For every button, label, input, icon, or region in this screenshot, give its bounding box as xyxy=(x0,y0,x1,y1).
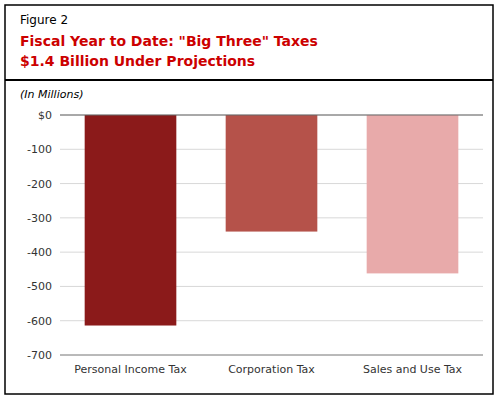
x-axis-line xyxy=(60,355,483,356)
bar xyxy=(85,115,177,326)
zero-line xyxy=(60,115,483,116)
y-tick-label: -600 xyxy=(27,315,52,328)
figure-label: Figure 2 xyxy=(20,13,68,27)
y-tick-label: -300 xyxy=(27,212,52,225)
grid-line xyxy=(60,115,483,116)
y-axis-label: (In Millions) xyxy=(20,88,83,101)
y-tick-label: -400 xyxy=(27,246,52,259)
separator xyxy=(5,79,493,81)
border xyxy=(5,5,493,394)
bars xyxy=(85,115,459,326)
chart: Figure 2 Fiscal Year to Date: "Big Three"… xyxy=(0,0,498,399)
x-tick-label: Personal Income Tax xyxy=(74,363,187,376)
bar xyxy=(226,115,318,232)
subtitle: $1.4 Billion Under Projections xyxy=(20,53,255,69)
title: Fiscal Year to Date: "Big Three" Taxes xyxy=(20,33,318,49)
y-tick-label: $0 xyxy=(38,109,52,122)
grid xyxy=(60,115,483,355)
bar xyxy=(367,115,459,273)
y-tick-label: -100 xyxy=(27,143,52,156)
y-tick-label: -200 xyxy=(27,178,52,191)
y-tick-label: -500 xyxy=(27,280,52,293)
grid-line xyxy=(60,355,483,356)
x-tick-label: Sales and Use Tax xyxy=(363,363,463,376)
x-tick-label: Corporation Tax xyxy=(228,363,315,376)
y-tick-label: -700 xyxy=(27,349,52,362)
